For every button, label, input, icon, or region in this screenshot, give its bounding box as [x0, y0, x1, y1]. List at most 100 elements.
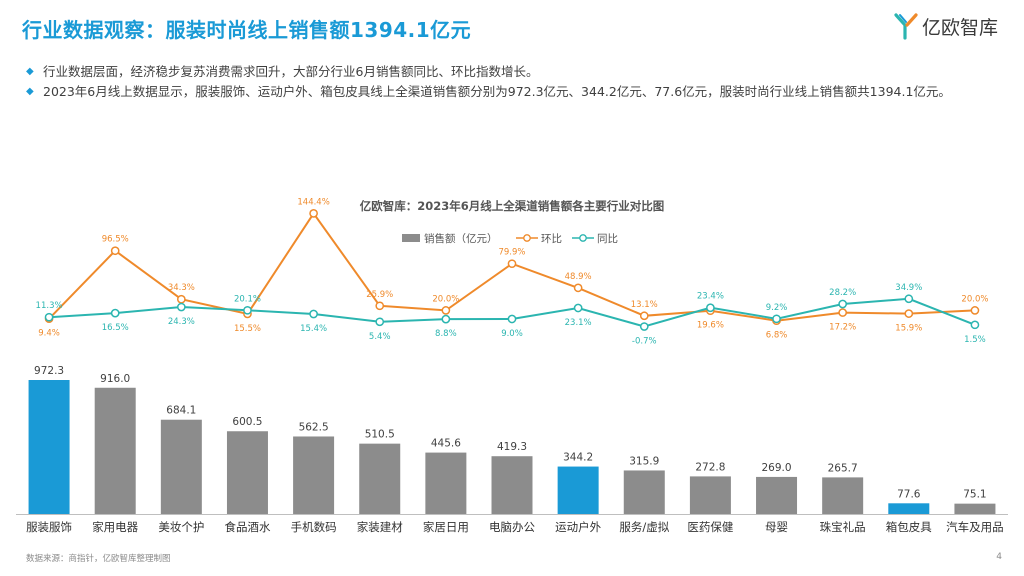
bar-value-label: 315.9: [629, 455, 659, 467]
category-label: 服务/虚拟: [619, 520, 669, 534]
mom-marker: [970, 306, 980, 315]
category-label: 美妆个护: [158, 520, 204, 534]
category-label: 箱包皮具: [886, 520, 932, 534]
bar-value-label: 265.7: [828, 462, 858, 474]
bullet-text: 2023年6月线上数据显示，服装服饰、运动户外、箱包皮具线上全渠道销售额分别为9…: [43, 84, 951, 99]
bullet-text: 行业数据层面，经济稳步复苏消费需求回升，大部分行业6月销售额同比、环比指数增长。: [43, 64, 539, 79]
legend-mom-label: 环比: [541, 232, 562, 245]
yoy-marker: [44, 312, 54, 322]
diamond-bullet-icon: ◆: [26, 86, 34, 97]
mom-data-label: 20.0%: [432, 294, 459, 304]
category-label: 家装建材: [357, 520, 403, 534]
bar: [160, 419, 202, 514]
category-label: 母婴: [765, 520, 788, 534]
bar-value-label: 684.1: [166, 405, 196, 417]
yoy-marker: [441, 314, 451, 324]
mom-marker: [309, 209, 318, 218]
yoy-data-label: 24.3%: [168, 317, 195, 327]
yoy-data-label: 1.5%: [964, 335, 986, 345]
yoy-marker: [507, 314, 517, 324]
mom-data-label: 96.5%: [102, 235, 129, 245]
yoy-marker: [243, 305, 252, 315]
category-label: 手机数码: [291, 520, 337, 534]
bar: [94, 387, 136, 514]
page-title: 行业数据观察：服装时尚线上销售额1394.1亿元: [22, 18, 472, 42]
legend-yoy-label: 同比: [597, 232, 618, 245]
chart-legend: 销售额（亿元） 环比 同比: [402, 232, 618, 245]
legend-bar-label: 销售额（亿元）: [424, 232, 498, 245]
bar-value-label: 75.1: [963, 489, 986, 501]
chart-area: 亿欧智库：2023年6月线上全渠道销售额各主要行业对比图 销售额（亿元） 环比 …: [0, 190, 1024, 550]
yoy-data-label: 23.4%: [697, 292, 724, 302]
yoy-data-label: 9.2%: [766, 303, 788, 313]
bar-value-label: 344.2: [563, 452, 593, 464]
mom-data-label: 6.8%: [766, 331, 788, 341]
category-label: 食品酒水: [224, 520, 270, 534]
yoy-data-label: 9.0%: [501, 329, 523, 339]
bar-value-label: 269.0: [762, 462, 792, 474]
bullet-item: ◆ 2023年6月线上数据显示，服装服饰、运动户外、箱包皮具线上全渠道销售额分别…: [26, 82, 1011, 101]
mom-marker: [838, 308, 848, 317]
bar-value-label: 419.3: [497, 441, 527, 453]
mom-data-label: 79.9%: [498, 248, 525, 258]
bar: [226, 431, 268, 514]
bar-series: 972.3 916.0 684.1 600.5 562.5 510.5 445.6 419.3…: [28, 365, 996, 514]
bar: [689, 476, 731, 514]
mom-data-label: 15.9%: [895, 324, 922, 334]
yoy-marker: [573, 303, 583, 313]
yoy-data-label: 5.4%: [369, 332, 391, 342]
bar: [954, 503, 996, 514]
legend-yoy-marker: [579, 234, 587, 242]
mom-data-label: 13.1%: [631, 300, 658, 310]
category-label: 汽车及用品: [946, 520, 1004, 534]
mom-data-label: 20.0%: [961, 294, 988, 304]
bar-value-label: 916.0: [100, 373, 130, 385]
bar: [756, 476, 798, 514]
category-label: 运动户外: [555, 520, 601, 534]
mom-data-label: 19.6%: [697, 321, 724, 331]
category-label: 医药保健: [687, 520, 733, 534]
mom-data-label: 34.3%: [168, 283, 195, 293]
logo-icon: [894, 13, 918, 40]
summary-bullets: ◆ 行业数据层面，经济稳步复苏消费需求回升，大部分行业6月销售额同比、环比指数增…: [26, 62, 1011, 102]
sales-comparison-chart: 亿欧智库：2023年6月线上全渠道销售额各主要行业对比图 销售额（亿元） 环比 …: [16, 197, 1008, 534]
bar: [491, 456, 533, 514]
logo-text: 亿欧智库: [921, 16, 998, 39]
mom-marker: [441, 306, 451, 315]
yoy-marker: [904, 294, 914, 304]
footer-source: 数据来源：商指针，亿欧智库整理制图: [26, 554, 171, 564]
bar: [623, 470, 665, 514]
mom-marker: [507, 259, 517, 269]
category-label: 服装服饰: [26, 520, 72, 534]
bar-value-label: 445.6: [431, 438, 461, 450]
diamond-bullet-icon: ◆: [26, 66, 34, 77]
yoy-data-label: 23.1%: [565, 318, 592, 328]
bar: [28, 380, 70, 514]
yoy-data-label: 20.1%: [234, 294, 261, 304]
yoy-marker: [309, 309, 318, 319]
bar: [359, 443, 401, 514]
bar-value-label: 77.6: [897, 488, 921, 500]
bar: [888, 503, 930, 514]
mom-marker: [904, 309, 914, 318]
yoy-marker: [110, 308, 120, 318]
yoy-data-label: 11.3%: [36, 301, 63, 311]
legend-mom-marker: [523, 234, 531, 242]
mom-marker: [639, 311, 649, 321]
mom-marker: [176, 294, 186, 304]
bar-value-label: 272.8: [695, 461, 725, 473]
yoy-marker: [838, 299, 848, 309]
bar: [557, 466, 599, 514]
category-label: 电脑办公: [489, 520, 535, 534]
mom-marker: [573, 283, 583, 293]
mom-data-label: 144.4%: [297, 197, 329, 207]
bar: [425, 452, 467, 514]
mom-data-label: 17.2%: [829, 323, 856, 333]
yoy-data-label: 15.4%: [300, 324, 327, 334]
yoy-marker: [176, 302, 186, 312]
category-label: 家用电器: [92, 520, 138, 534]
bar: [293, 436, 335, 514]
mom-marker: [110, 246, 120, 256]
bar: [822, 477, 864, 514]
bar-value-label: 600.5: [232, 416, 262, 428]
